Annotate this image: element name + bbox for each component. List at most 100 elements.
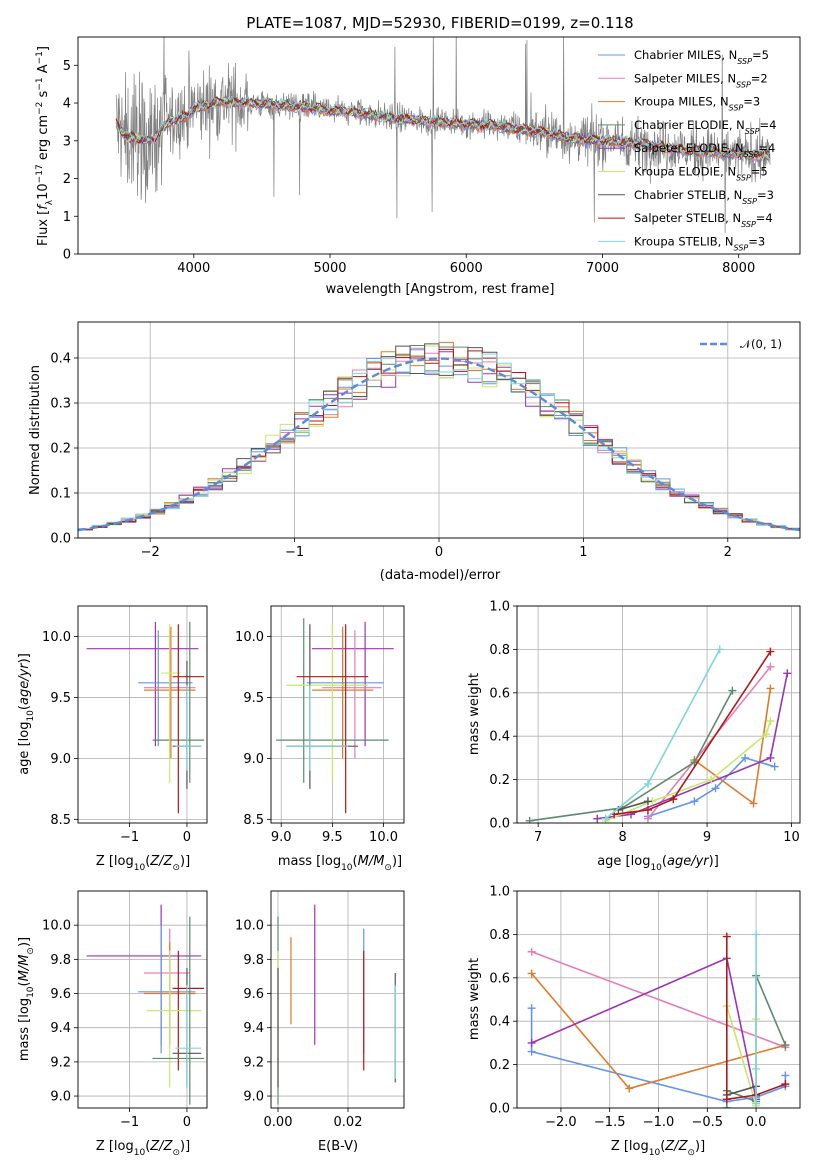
series-marker — [593, 814, 602, 823]
legend-text: Chabrier ELODIE, N — [634, 118, 745, 132]
series-marker — [783, 669, 792, 678]
legend-text: Chabrier MILES, N — [634, 48, 737, 62]
y-tick-label: 9.0 — [50, 1090, 71, 1105]
plot-area — [115, 37, 771, 234]
y-tick-label: 0.0 — [489, 817, 510, 832]
series-marker — [643, 797, 652, 806]
plot-area — [78, 341, 800, 533]
x-tick-label: 10.0 — [369, 830, 398, 845]
plot-area — [86, 904, 205, 1105]
panel-age_vs_Z: −1 08.59.09.510.0Z [log10(Z/Z⊙)]age [log1… — [17, 605, 208, 873]
y-axis-label: Flux [fλ10−17 erg cm−2 s−1 A−1] — [35, 46, 55, 246]
label-part: M/M — [358, 854, 385, 869]
label-part: Z/Z — [664, 1139, 688, 1154]
series-line-chabrier_elodie — [529, 690, 734, 822]
label-part: ( — [17, 981, 32, 986]
series-marker — [527, 1047, 536, 1056]
errorbar-point — [86, 621, 199, 747]
series-marker — [766, 753, 775, 762]
legend-sub: SSP — [729, 103, 744, 112]
label-part: erg cm — [36, 115, 51, 164]
y-tick-label: 9.5 — [243, 691, 264, 706]
series-marker — [722, 932, 731, 941]
series-line-chabrier_stelib — [618, 800, 649, 811]
legend-eq: =4 — [760, 118, 777, 132]
label-part: ⊙ — [384, 863, 392, 873]
x-tick-label: 1 — [579, 545, 587, 560]
model-line-kroupa_stelib — [115, 95, 771, 160]
legend-text: Salpeter ELODIE, N — [634, 141, 744, 155]
series-marker — [669, 795, 678, 804]
x-axis-label: Z [log10(Z/Z⊙)] — [611, 1139, 705, 1158]
legend-eq: =4 — [756, 211, 773, 225]
legend-sub: SSP — [741, 220, 756, 229]
errorbar-point — [172, 624, 205, 814]
y-tick-label: 10.0 — [235, 919, 264, 934]
y-tick-label: 9.0 — [243, 1090, 264, 1105]
legend-label: Salpeter MILES, NSSP=2 — [634, 71, 768, 89]
legend-sub: SSP — [734, 243, 749, 252]
plot-area — [277, 904, 396, 1105]
errorbar-point — [175, 984, 202, 1088]
series-line-chabrier_stelib — [726, 1085, 757, 1096]
series-marker — [643, 814, 652, 823]
errorbar-point — [152, 916, 205, 1105]
label-part: mass [log — [278, 854, 341, 869]
label-part: M/M — [17, 955, 32, 982]
y-tick-label: 9.0 — [50, 752, 71, 767]
y-tick-label: 0.2 — [489, 1058, 510, 1073]
x-tick-label: −1 — [120, 1115, 139, 1130]
label-part: 10 — [649, 1148, 661, 1158]
y-tick-label: 0.2 — [50, 442, 71, 457]
series-marker — [707, 775, 716, 784]
legend-sub: SSP — [736, 173, 751, 182]
y-tick-label: 9.8 — [243, 953, 264, 968]
label-part: 10 — [26, 986, 36, 998]
series-marker — [527, 947, 536, 956]
legend-eq: =4 — [758, 141, 775, 155]
x-axis-label: Z [log10(Z/Z⊙)] — [96, 1139, 190, 1158]
series-line-salpeter_stelib — [613, 651, 772, 816]
y-axis-label: mass weight — [467, 673, 482, 755]
axes-frame — [270, 605, 405, 824]
x-tick-label: 4000 — [177, 261, 210, 276]
legend-text: Kroupa ELODIE, N — [634, 165, 736, 179]
model-line-salpeter_elodie — [116, 96, 771, 161]
series-marker — [643, 805, 652, 814]
x-tick-label: −1 — [285, 545, 304, 560]
x-tick-label: 0.02 — [334, 1115, 363, 1130]
series-marker — [781, 1080, 790, 1089]
series-marker — [781, 1071, 790, 1080]
axes-frame — [516, 890, 801, 1109]
label-part: s — [36, 90, 51, 101]
y-axis-label: age [log10(age/yr)] — [17, 653, 36, 775]
legend-text: Chabrier STELIB, N — [634, 188, 742, 202]
legend-label: Chabrier STELIB, NSSP=3 — [634, 188, 774, 206]
x-tick-label: −0.5 — [692, 1115, 724, 1130]
legend-label: Chabrier MILES, NSSP=5 — [634, 48, 769, 66]
label-part: 10 — [134, 1148, 146, 1158]
label-part: λ — [45, 199, 55, 205]
x-axis-label: (data-model)/error — [380, 568, 501, 583]
label-part: ( — [353, 854, 358, 869]
figure-title: PLATE=1087, MJD=52930, FIBERID=0199, z=0… — [246, 14, 633, 32]
normal-curve — [78, 357, 800, 532]
errorbar-point — [311, 626, 374, 759]
legend-eq: =3 — [757, 188, 774, 202]
series-marker — [601, 814, 610, 823]
series-marker — [752, 1099, 761, 1108]
x-tick-label: 0.0 — [746, 1115, 767, 1130]
label-part: )] — [709, 854, 719, 869]
x-tick-label: 0.00 — [264, 1115, 293, 1130]
x-tick-label: 7000 — [586, 261, 619, 276]
legend-eq: =5 — [752, 48, 769, 62]
panel-mass_weight_vs_Z: −2.0 −1.5 −1.0 −0.5 0.0 0.0 0.2 0.4 0.6 0.8 1.0 Z [… — [467, 885, 801, 1158]
series-marker — [749, 799, 758, 808]
label-part: Z [log — [611, 1139, 649, 1154]
y-tick-label: 9.4 — [243, 1021, 264, 1036]
x-tick-label: 5000 — [313, 261, 346, 276]
errorbar-point — [286, 685, 348, 771]
errorbar-point — [138, 925, 196, 1054]
legend-text: Salpeter STELIB, N — [634, 211, 741, 225]
